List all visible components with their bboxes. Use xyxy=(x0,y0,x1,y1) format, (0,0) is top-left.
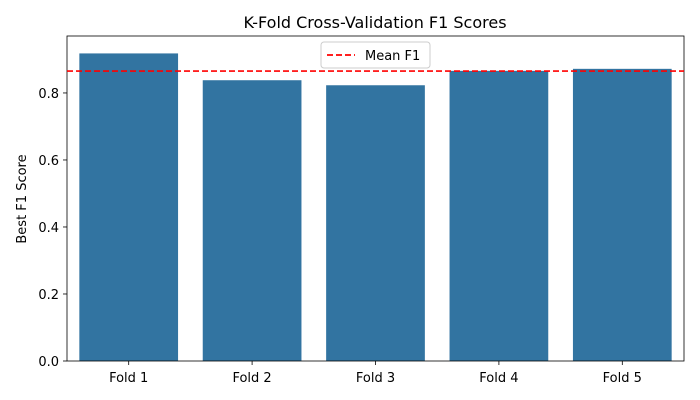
y-tick-label: 0.6 xyxy=(38,154,59,169)
bar-fold-2 xyxy=(202,80,302,361)
bar-fold-4 xyxy=(449,70,549,361)
bar-fold-5 xyxy=(572,68,672,361)
y-axis-label: Best F1 Score xyxy=(15,154,30,243)
legend: Mean F1 xyxy=(320,41,431,69)
x-tick-label: Fold 3 xyxy=(356,371,395,386)
y-tick-label: 0.0 xyxy=(38,355,59,370)
y-tick-label: 0.4 xyxy=(38,221,59,236)
y-tick-label: 0.2 xyxy=(38,288,59,303)
x-tick-label: Fold 5 xyxy=(603,371,642,386)
y-tick-label: 0.8 xyxy=(38,87,59,102)
legend-box xyxy=(320,41,431,69)
bar-fold-1 xyxy=(79,53,179,362)
x-tick-label: Fold 4 xyxy=(479,371,518,386)
bar-fold-3 xyxy=(326,85,425,362)
bars-layer xyxy=(79,53,672,362)
axes-layer: Fold 1 Fold 2 Fold 3 Fold 4 Fold 5 0.0 0.2 0.4 0… xyxy=(38,35,685,386)
x-tick-label: Fold 1 xyxy=(109,371,148,386)
plot-frame xyxy=(66,35,685,362)
chart-title: K-Fold Cross-Validation F1 Scores xyxy=(243,13,506,32)
x-tick-label: Fold 2 xyxy=(232,371,271,386)
legend-label-mean-f1: Mean F1 xyxy=(365,49,420,64)
